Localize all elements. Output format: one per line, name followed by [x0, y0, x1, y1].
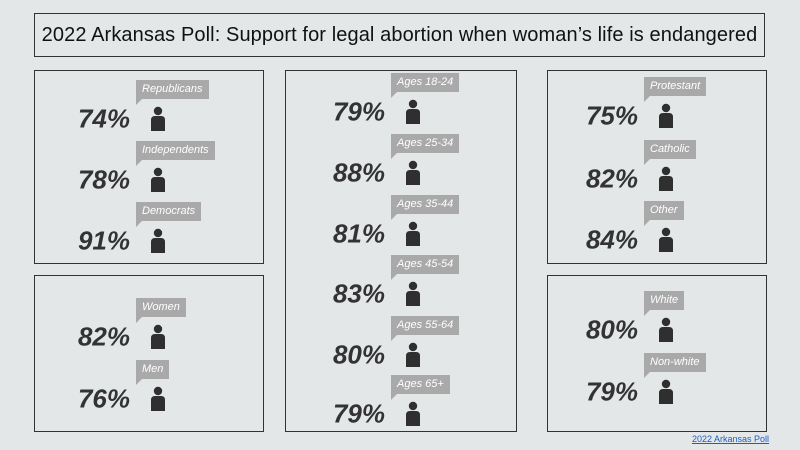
- category-label-women: Women: [136, 298, 186, 323]
- person-icon: [403, 221, 423, 247]
- value-label-protestant: 75%: [585, 100, 638, 131]
- panel-religion: [547, 70, 767, 264]
- person-icon: [403, 401, 423, 427]
- source-link[interactable]: 2022 Arkansas Poll: [692, 434, 770, 444]
- person-icon: [403, 342, 423, 368]
- person-icon: [148, 386, 168, 412]
- category-label-men: Men: [136, 360, 170, 385]
- category-label-ages-25-34: Ages 25-34: [391, 134, 460, 159]
- category-label-ages-45-54: Ages 45-54: [391, 255, 460, 280]
- person-icon: [656, 103, 676, 129]
- value-label-women: 82%: [77, 321, 130, 352]
- value-label-white: 80%: [585, 314, 638, 345]
- person-icon: [656, 227, 676, 253]
- person-icon: [148, 167, 168, 193]
- person-icon: [403, 99, 423, 125]
- panel-gender: [34, 275, 264, 432]
- value-label-men: 76%: [77, 383, 130, 414]
- value-label-other: 84%: [585, 224, 638, 255]
- value-label-catholic: 82%: [585, 163, 638, 194]
- category-label-ages-35-44: Ages 35-44: [391, 195, 460, 220]
- person-icon: [148, 228, 168, 254]
- panel-race: [547, 275, 767, 432]
- person-icon: [656, 166, 676, 192]
- category-label-republicans: Republicans: [136, 80, 209, 105]
- person-icon: [403, 281, 423, 307]
- panel-age: [285, 70, 517, 432]
- category-label-catholic: Catholic: [644, 140, 696, 165]
- panel-party: [34, 70, 264, 264]
- value-label-non-white: 79%: [585, 376, 638, 407]
- person-icon: [656, 379, 676, 405]
- person-icon: [148, 106, 168, 132]
- category-label-other: Other: [644, 201, 684, 226]
- category-label-ages-55-64: Ages 55-64: [391, 316, 460, 341]
- person-icon: [656, 317, 676, 343]
- value-label-ages-18-24: 79%: [332, 96, 385, 127]
- value-label-ages-35-44: 81%: [332, 218, 385, 249]
- person-icon: [148, 324, 168, 350]
- value-label-republicans: 74%: [77, 103, 130, 134]
- category-label-non-white: Non-white: [644, 353, 706, 378]
- value-label-ages-55-64: 80%: [332, 339, 385, 370]
- category-label-ages-65: Ages 65+: [391, 375, 450, 400]
- value-label-ages-65: 79%: [332, 398, 385, 429]
- value-label-ages-25-34: 88%: [332, 157, 385, 188]
- category-label-white: White: [644, 291, 685, 316]
- chart-title: 2022 Arkansas Poll: Support for legal ab…: [34, 13, 765, 57]
- value-label-ages-45-54: 83%: [332, 278, 385, 309]
- value-label-independents: 78%: [77, 164, 130, 195]
- category-label-protestant: Protestant: [644, 77, 707, 102]
- person-icon: [403, 160, 423, 186]
- category-label-independents: Independents: [136, 141, 215, 166]
- category-label-ages-18-24: Ages 18-24: [391, 73, 460, 98]
- value-label-democrats: 91%: [77, 225, 130, 256]
- category-label-democrats: Democrats: [136, 202, 202, 227]
